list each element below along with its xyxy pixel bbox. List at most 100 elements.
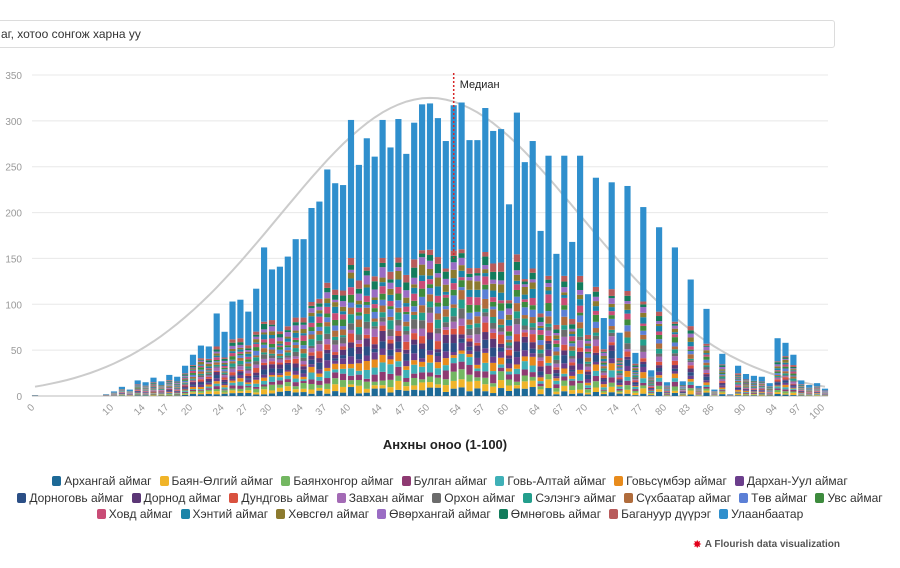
bar-segment — [474, 368, 481, 372]
bar-segment — [403, 349, 410, 354]
bar-segment — [671, 334, 678, 338]
bar-segment — [261, 354, 268, 359]
legend-label: Дархан-Уул аймаг — [746, 474, 848, 488]
bar-segment — [498, 284, 505, 293]
bar-segment — [577, 380, 584, 384]
legend-item[interactable]: Дархан-Уул аймаг — [734, 473, 848, 489]
bar-segment — [687, 390, 694, 395]
bar-segment — [608, 311, 615, 316]
bar-segment — [261, 374, 268, 378]
bar-segment — [529, 141, 536, 269]
legend-item[interactable]: Завхан аймаг — [336, 490, 424, 506]
bar-segment — [276, 368, 283, 374]
bar-segment — [687, 337, 694, 342]
bar-segment — [245, 350, 252, 352]
legend-item[interactable]: Ховд аймаг — [96, 506, 173, 522]
region-select-input[interactable]: аг, хотоо сонгож харна уу — [0, 20, 835, 48]
legend-item[interactable]: Баянхонгор аймаг — [281, 473, 394, 489]
bar-segment — [213, 378, 220, 382]
bar-segment — [656, 361, 663, 366]
legend-item[interactable]: Хэнтий аймаг — [180, 506, 268, 522]
flourish-credit-text: A Flourish data visualization — [704, 539, 840, 550]
bar-segment — [774, 374, 781, 376]
bar-segment — [632, 372, 639, 374]
legend-label: Булган аймаг — [413, 474, 488, 488]
bar-segment — [379, 354, 386, 363]
bar-segment — [584, 343, 592, 347]
bar-segment — [671, 365, 678, 369]
bar-segment — [466, 350, 473, 355]
bar-segment — [450, 371, 457, 381]
legend-item[interactable]: Орхон аймаг — [432, 490, 515, 506]
bar-segment — [537, 313, 544, 318]
bar-segment — [174, 392, 181, 394]
legend-item[interactable]: Архангай аймаг — [52, 473, 152, 489]
flourish-credit[interactable]: ✸ A Flourish data visualization — [693, 538, 840, 551]
legend-item[interactable]: Баян-Өлгий аймаг — [159, 473, 273, 489]
bar-segment — [490, 374, 497, 384]
bar-segment — [316, 362, 323, 370]
bar-segment — [798, 384, 805, 386]
bar-segment — [245, 392, 252, 396]
bar-segment — [466, 364, 473, 375]
bar-segment — [782, 394, 789, 396]
legend-item[interactable]: Говьсүмбэр аймаг — [614, 473, 727, 489]
bar-segment — [513, 289, 520, 297]
bar-segment — [395, 336, 402, 342]
legend-item[interactable]: Төв аймаг — [739, 490, 807, 506]
bar-segment — [577, 322, 584, 329]
bar-segment — [284, 345, 291, 348]
bar-segment — [371, 297, 378, 300]
bar-segment — [624, 337, 631, 344]
legend-item[interactable]: Хөвсгөл аймаг — [276, 506, 369, 522]
bar-segment — [276, 359, 283, 363]
bar-segment — [229, 351, 236, 354]
bar-segment — [529, 342, 536, 349]
legend-item[interactable]: Говь-Алтай аймаг — [495, 473, 606, 489]
bar-segment — [505, 300, 513, 304]
bar-segment — [624, 325, 631, 332]
bar-segment — [632, 384, 639, 386]
bar-segment — [774, 385, 781, 387]
legend-item[interactable]: Булган аймаг — [401, 473, 488, 489]
bar-segment — [719, 364, 726, 366]
bar-segment — [403, 314, 410, 322]
bar-segment — [253, 392, 260, 395]
legend-item[interactable]: Сүхбаатар аймаг — [624, 490, 731, 506]
bar-segment — [276, 266, 283, 332]
bar-segment — [292, 374, 299, 379]
legend-item[interactable]: Дорноговь аймаг — [17, 490, 124, 506]
bar-segment — [347, 257, 355, 266]
bar-segment — [363, 313, 370, 322]
legend-item[interactable]: Сэлэнгэ аймаг — [523, 490, 616, 506]
bar-segment — [687, 341, 694, 347]
bar-segment — [742, 380, 750, 382]
legend-item[interactable]: Улаанбаатар — [719, 506, 803, 522]
bar-segment — [158, 387, 165, 389]
legend-item[interactable]: Дундговь аймаг — [229, 490, 329, 506]
x-tick-label: 10 — [100, 402, 116, 418]
bar-segment — [663, 386, 671, 388]
bar-segment — [324, 322, 331, 327]
bar-segment — [482, 265, 489, 270]
bar-segment — [616, 375, 623, 378]
bar-segment — [569, 241, 576, 319]
bar-segment — [798, 384, 805, 385]
bar-segment — [648, 370, 655, 377]
bar-segment — [640, 334, 647, 340]
bar-segment — [253, 347, 260, 351]
legend-item[interactable]: Өмнөговь аймаг — [498, 506, 601, 522]
bar-segment — [174, 393, 181, 394]
bar-segment — [213, 389, 220, 392]
bar-segment — [640, 361, 647, 365]
legend-item[interactable]: Өвөрхангай аймаг — [377, 506, 491, 522]
legend-label: Увс аймаг — [827, 490, 883, 505]
legend-item[interactable]: Дорнод аймаг — [131, 490, 221, 506]
bar-segment — [189, 374, 197, 377]
bar-segment — [490, 130, 497, 264]
bar-segment — [458, 287, 465, 291]
legend-item[interactable]: Увс аймаг — [815, 490, 883, 506]
bar-segment — [687, 346, 694, 350]
bar-segment — [774, 377, 781, 380]
legend-item[interactable]: Багануур дүүрэг — [609, 506, 711, 522]
